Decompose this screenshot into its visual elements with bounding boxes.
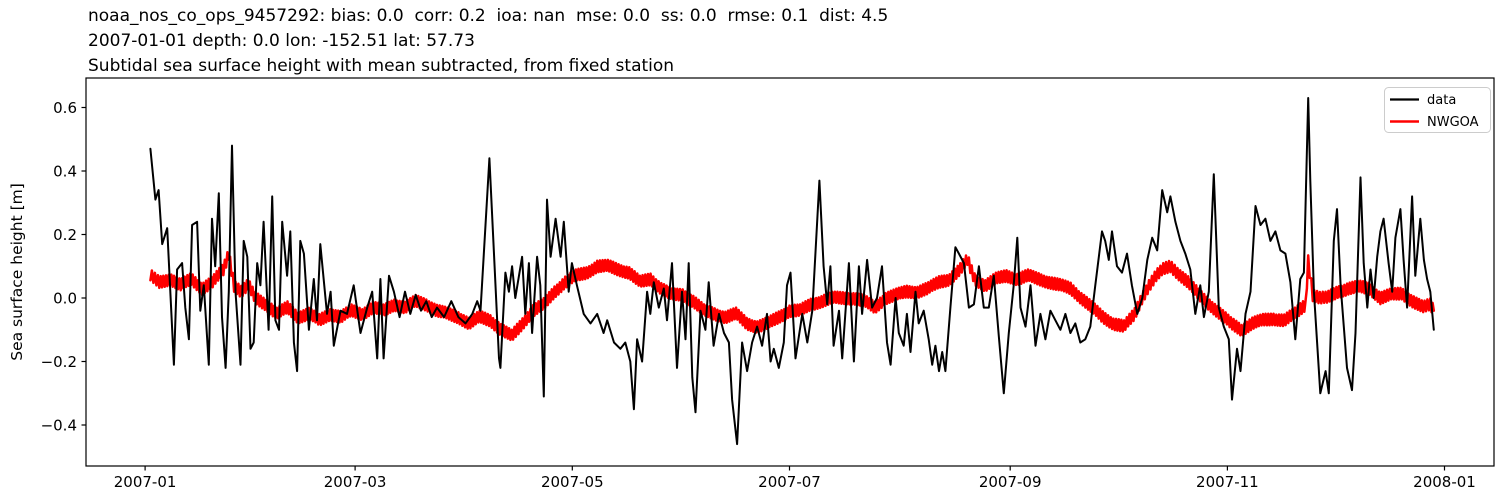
title-metrics-line: noaa_nos_co_ops_9457292: bias: 0.0 corr:… [88, 6, 889, 26]
legend-nwgoa-label: NWGOA [1427, 115, 1479, 130]
y-tick-label: −0.2 [41, 353, 77, 371]
y-tick-label: 0.2 [53, 226, 77, 244]
y-axis-label: Sea surface height [m] [8, 183, 26, 361]
x-tick-label: 2007-01 [114, 473, 177, 491]
y-tick-label: 0.4 [53, 163, 77, 181]
x-tick-label: 2007-09 [979, 473, 1042, 491]
title-description-line: Subtidal sea surface height with mean su… [88, 56, 675, 76]
legend-data-label: data [1427, 93, 1456, 108]
title-station-line: 2007-01-01 depth: 0.0 lon: -152.51 lat: … [88, 31, 475, 51]
x-tick-label: 2007-07 [758, 473, 821, 491]
data-series-line [149, 97, 1435, 446]
axis-ticks: 2007-01 2007-03 2007-05 2007-07 2007-09 2007-… [41, 99, 1476, 491]
x-tick-label: 2008-01 [1413, 473, 1476, 491]
y-tick-label: 0.6 [53, 99, 77, 117]
y-tick-label: −0.4 [41, 417, 77, 435]
legend-box: data NWGOA [1384, 87, 1491, 133]
x-tick-label: 2007-03 [324, 473, 387, 491]
x-tick-label: 2007-11 [1196, 473, 1259, 491]
plot-frame [85, 77, 1495, 467]
y-tick-label: 0.0 [53, 290, 77, 308]
x-tick-label: 2007-05 [541, 473, 604, 491]
